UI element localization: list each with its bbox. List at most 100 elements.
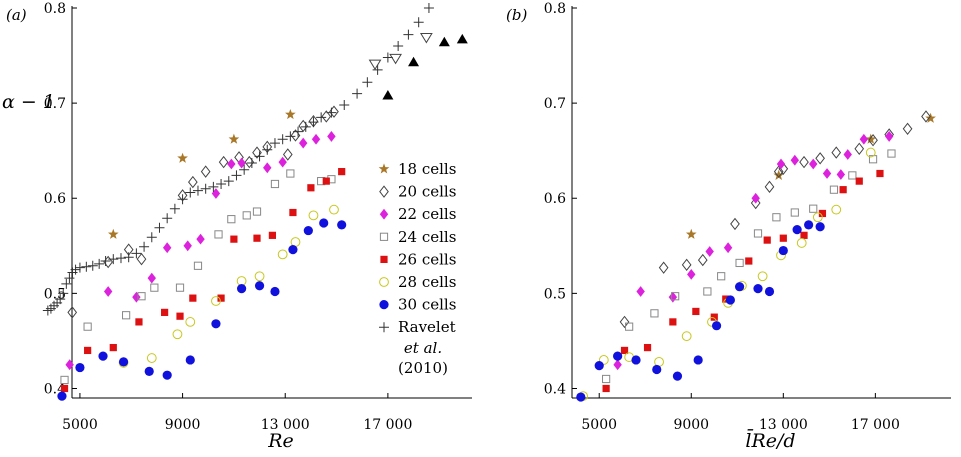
data-point (705, 246, 714, 257)
series-ravelet-open-triangles (368, 32, 433, 71)
data-point (829, 185, 839, 194)
series-22-cells (65, 131, 336, 371)
data-point (865, 133, 877, 144)
data-point (831, 204, 842, 215)
data-point (822, 168, 832, 179)
legend-label: 24 cells (398, 228, 456, 246)
data-point (884, 131, 894, 142)
data-point (730, 217, 740, 231)
data-point (61, 278, 72, 289)
data-point (338, 168, 346, 176)
data-point (692, 307, 700, 316)
data-point (613, 359, 622, 371)
legend: 18 cells 20 cells 22 cells 24 cells 26 cells… (378, 160, 456, 377)
data-point (137, 292, 146, 301)
series-ravelet-filled-triangles (382, 33, 468, 100)
data-point (631, 355, 641, 365)
data-point (268, 231, 276, 239)
data-point (161, 308, 169, 316)
data-point (764, 180, 775, 194)
series-30-cells (576, 220, 825, 402)
data-point (868, 155, 878, 164)
y-axis-label: α − 1 (2, 91, 55, 113)
data-point (81, 261, 92, 272)
data-point (228, 133, 240, 144)
series-24-cells (60, 169, 336, 385)
data-point (175, 283, 185, 292)
series-18-cells (685, 112, 936, 239)
x-tick-label: 5000 (62, 417, 98, 433)
data-point (408, 56, 420, 67)
series-30-cells (57, 218, 347, 401)
data-point (211, 296, 221, 306)
series-26-cells (602, 169, 884, 393)
data-point (65, 359, 74, 371)
data-point (403, 29, 414, 40)
data-point (60, 384, 69, 393)
data-point (790, 208, 799, 217)
data-point (352, 88, 363, 99)
data-point (602, 384, 610, 393)
data-point (751, 192, 760, 204)
x-axis-label: l̄Re/d (745, 428, 795, 452)
data-point (254, 281, 265, 291)
series-20-cells (67, 105, 339, 319)
data-point (868, 134, 878, 147)
data-point (200, 183, 211, 194)
data-point (668, 291, 678, 303)
data-point (773, 165, 784, 178)
data-point (602, 374, 611, 384)
data-point (598, 355, 609, 365)
series-22-cells (613, 131, 894, 371)
data-point (183, 240, 192, 252)
data-point (848, 171, 857, 180)
data-point (98, 351, 108, 361)
data-point (735, 258, 744, 268)
data-point (252, 207, 262, 216)
data-point (763, 236, 771, 244)
data-point (321, 110, 332, 123)
data-point (711, 321, 722, 331)
series-18-cells (107, 108, 296, 239)
data-point (227, 215, 236, 224)
data-point (796, 238, 807, 248)
data-point (200, 165, 211, 178)
data-point (277, 134, 288, 145)
data-point (887, 149, 896, 158)
data-point (772, 213, 781, 222)
data-point (809, 158, 818, 170)
data-point (681, 258, 692, 272)
y-tick-label: 0.5 (544, 286, 566, 302)
data-point (75, 362, 85, 373)
data-point (757, 271, 768, 282)
data-point (697, 253, 708, 267)
y-tick-label: 0.4 (544, 381, 566, 397)
data-point (58, 288, 69, 299)
data-point (423, 3, 434, 13)
data-point (237, 284, 247, 294)
data-point (270, 286, 280, 297)
data-point (211, 319, 221, 329)
data-point (84, 346, 92, 355)
data-point (382, 90, 394, 100)
data-point (613, 351, 623, 361)
data-point (636, 286, 645, 297)
data-point (108, 254, 119, 265)
data-point (100, 256, 111, 267)
data-point (196, 233, 205, 245)
series-20-cells (619, 110, 931, 329)
data-point (185, 317, 196, 327)
data-point (620, 346, 629, 355)
data-point (246, 158, 257, 169)
data-point (818, 209, 827, 218)
data-point (643, 343, 652, 352)
data-point (672, 371, 683, 381)
data-point (298, 137, 308, 149)
data-point (307, 184, 315, 192)
data-point (362, 77, 373, 88)
data-point (308, 117, 319, 128)
data-point (308, 210, 319, 221)
data-point (218, 155, 229, 169)
